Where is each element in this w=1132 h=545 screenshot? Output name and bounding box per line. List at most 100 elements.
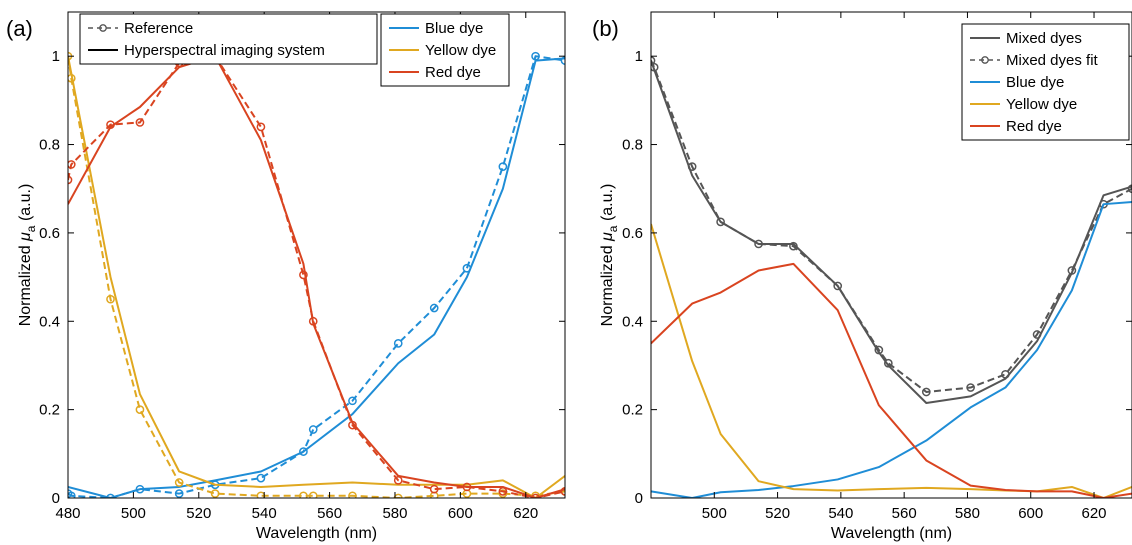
- legend-marker: [99, 24, 107, 32]
- x-axis-label: Wavelength (nm): [256, 525, 377, 542]
- y-tick-label: 1: [52, 48, 60, 65]
- series-line-yellow-dye-reference: [68, 56, 565, 498]
- y-tick-label: 0.6: [39, 225, 60, 242]
- data-point-red-dye: [68, 160, 76, 169]
- data-point-blue-dye: [308, 425, 318, 434]
- legend-color: Blue dye Yellow dye Red dye: [380, 13, 510, 87]
- y-tick-label: 0.4: [622, 313, 643, 330]
- data-point-mixed-dyes-fit: [883, 358, 893, 368]
- series-line-mixed-dyes-fit-dashed-marker: [651, 60, 1132, 393]
- data-point-mixed-dyes-fit: [1032, 330, 1042, 339]
- x-tick-label: 580: [955, 505, 980, 522]
- legend-label: Reference: [124, 20, 193, 37]
- x-tick-label: 580: [382, 505, 407, 522]
- panel-label: (a): [6, 16, 33, 41]
- data-point-yellow-dye: [210, 489, 220, 498]
- legend-label: Mixed dyes: [1006, 30, 1082, 47]
- legend-label: Red dye: [425, 64, 481, 81]
- x-tick-label: 520: [186, 505, 211, 522]
- data-point-mixed-dyes-fit: [651, 62, 659, 72]
- data-point-red-dye: [135, 118, 145, 127]
- legend-marker: [981, 56, 989, 64]
- data-point-blue-dye: [174, 489, 184, 498]
- panel-b: 500 520 540 560 580 600 620 0 0.2 0.4 0.6 0.8 1 Wavel…: [592, 11, 1132, 542]
- y-tick-label: 0.6: [622, 225, 643, 242]
- legend-label: Mixed dyes fit: [1006, 52, 1099, 69]
- data-point-mixed-dyes-fit: [754, 239, 763, 249]
- data-point-blue-dye: [560, 56, 565, 65]
- series-group: [651, 56, 1132, 498]
- data-point-yellow-dye: [308, 491, 318, 498]
- data-point-mixed-dyes-fit: [966, 383, 975, 392]
- x-tick-label: 600: [448, 505, 473, 522]
- panel-a: 480 500 520 540 560 580 600 620 0 0.2 0.4 0.6 0.8 1 Wa…: [6, 11, 566, 542]
- x-tick-label: 540: [828, 505, 853, 522]
- x-tick-label: 620: [513, 505, 538, 522]
- x-tick-label: 500: [121, 505, 146, 522]
- data-point-mixed-dyes-fit: [687, 162, 697, 171]
- y-tick-label: 0.8: [622, 137, 643, 154]
- y-tick-label: 0.8: [39, 137, 60, 154]
- y-axis-label-text: Normalized: [599, 241, 616, 326]
- y-tick-label: 0: [635, 490, 643, 507]
- series-line-red-dye-reference: [68, 55, 565, 498]
- x-tick-label: 560: [892, 505, 917, 522]
- data-point-yellow-dye: [135, 405, 145, 414]
- legend-label: Yellow dye: [1006, 96, 1077, 113]
- legend: Mixed dyes Mixed dyes fit Blue dye Yellow d…: [961, 23, 1130, 141]
- series-line-yellow-dye-solid: [651, 223, 1132, 498]
- data-point-red-dye: [299, 270, 308, 280]
- data-point-yellow-dye: [299, 491, 308, 498]
- y-axis-label-unit: (a.u.): [17, 184, 34, 226]
- y-axis-label-text: Normalized: [17, 241, 34, 326]
- y-tick-label: 0.2: [39, 402, 60, 419]
- data-point-yellow-dye: [348, 491, 357, 498]
- x-tick-label: 560: [317, 505, 342, 522]
- data-point-mixed-dyes-fit: [874, 345, 884, 355]
- panel-label: (b): [592, 16, 619, 41]
- data-point-mixed-dyes-fit: [921, 387, 931, 397]
- data-point-mixed-dyes-fit: [716, 217, 725, 227]
- data-point-blue-dye: [68, 491, 76, 498]
- legend-label: Red dye: [1006, 118, 1062, 135]
- y-tick-label: 1: [635, 48, 643, 65]
- data-point-red-dye: [256, 122, 266, 132]
- y-tick-label: 0.2: [622, 402, 643, 419]
- x-tick-label: 540: [252, 505, 277, 522]
- data-point-blue-dye: [498, 162, 508, 171]
- data-point-mixed-dyes-fit: [1001, 369, 1010, 379]
- series-group: [68, 51, 565, 498]
- legend-label: Blue dye: [425, 20, 483, 37]
- data-point-blue-dye: [393, 339, 403, 348]
- y-axis-label-unit: (a.u.): [599, 184, 616, 226]
- series-line-red-dye-solid: [651, 262, 1132, 498]
- x-tick-label: 500: [702, 505, 727, 522]
- data-point-mixed-dyes-fit: [1127, 184, 1132, 194]
- y-axis-label: Normalized μa (a.u.): [599, 184, 620, 327]
- legend-style: Reference Hyperspectral imaging system: [79, 13, 378, 65]
- series-line-blue-dye-solid: [651, 200, 1132, 498]
- y-axis-label-sub: a: [24, 225, 38, 232]
- data-point-blue-dye: [256, 473, 266, 483]
- series-line-yellow-dye-hsi: [68, 55, 565, 498]
- x-tick-label: 480: [55, 505, 80, 522]
- x-tick-label: 520: [765, 505, 790, 522]
- data-point-red-dye: [429, 484, 439, 494]
- data-point-blue-dye: [348, 396, 357, 406]
- data-point-yellow-dye: [106, 294, 115, 304]
- data-point-blue-dye: [299, 447, 308, 456]
- y-tick-label: 0: [52, 490, 60, 507]
- data-point-yellow-dye: [174, 478, 184, 487]
- data-point-blue-dye: [429, 303, 439, 313]
- legend-label: Blue dye: [1006, 74, 1064, 91]
- legend-label: Hyperspectral imaging system: [124, 42, 325, 59]
- axes-frame: [67, 11, 566, 499]
- legend-frame: [79, 13, 378, 65]
- y-axis-label-mu: μ: [599, 232, 616, 242]
- data-point-red-dye: [560, 487, 565, 496]
- axes-frame: [650, 11, 1132, 499]
- x-tick-label: 600: [1018, 505, 1043, 522]
- series-line-blue-dye-hsi: [68, 57, 565, 498]
- x-axis-label: Wavelength (nm): [831, 525, 952, 542]
